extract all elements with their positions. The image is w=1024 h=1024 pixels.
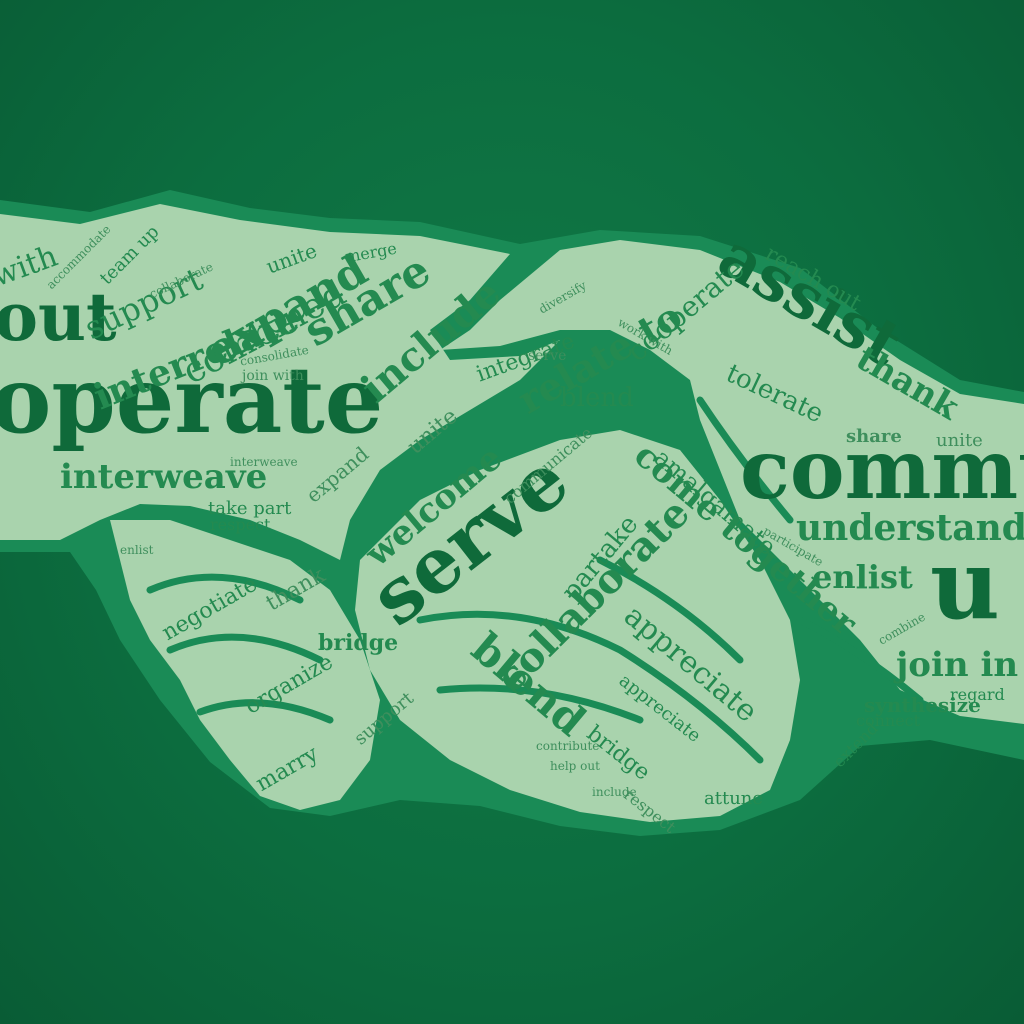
word-unite-2: unite: [936, 430, 983, 451]
word-serve-small: serve: [528, 348, 566, 364]
word-blend-2: blend: [560, 383, 634, 413]
word-attune: attune: [704, 788, 763, 809]
word-synthesize: synthesize: [864, 693, 981, 717]
word-interweave: interweave: [60, 457, 267, 497]
word-out: out: [0, 278, 117, 356]
word-share-2: share: [846, 426, 902, 447]
word-join-with: join with: [240, 368, 304, 384]
word-join-in: join in: [893, 645, 1018, 685]
right-hand: [355, 240, 1024, 822]
word-connect: connect: [856, 711, 921, 730]
word-enlist: enlist: [812, 558, 913, 596]
left-hand: [0, 204, 560, 810]
word-regard: regard: [950, 685, 1005, 704]
word-cooperate: operate: [0, 346, 383, 454]
word-interweave-2: interweave: [230, 455, 298, 469]
word-take-part: take part: [208, 498, 292, 519]
word-unite-big: u: [930, 528, 1000, 641]
word-contribute: contribute: [536, 739, 599, 753]
word-help-out: help out: [550, 759, 600, 773]
word-include-2: include: [592, 785, 637, 799]
word-bridge: bridge: [318, 630, 398, 656]
word-understand: understand: [796, 507, 1024, 549]
word-communicate: commu: [740, 422, 1024, 518]
word-respect: respect: [210, 515, 271, 534]
word-enlist-2: enlist: [120, 543, 154, 557]
